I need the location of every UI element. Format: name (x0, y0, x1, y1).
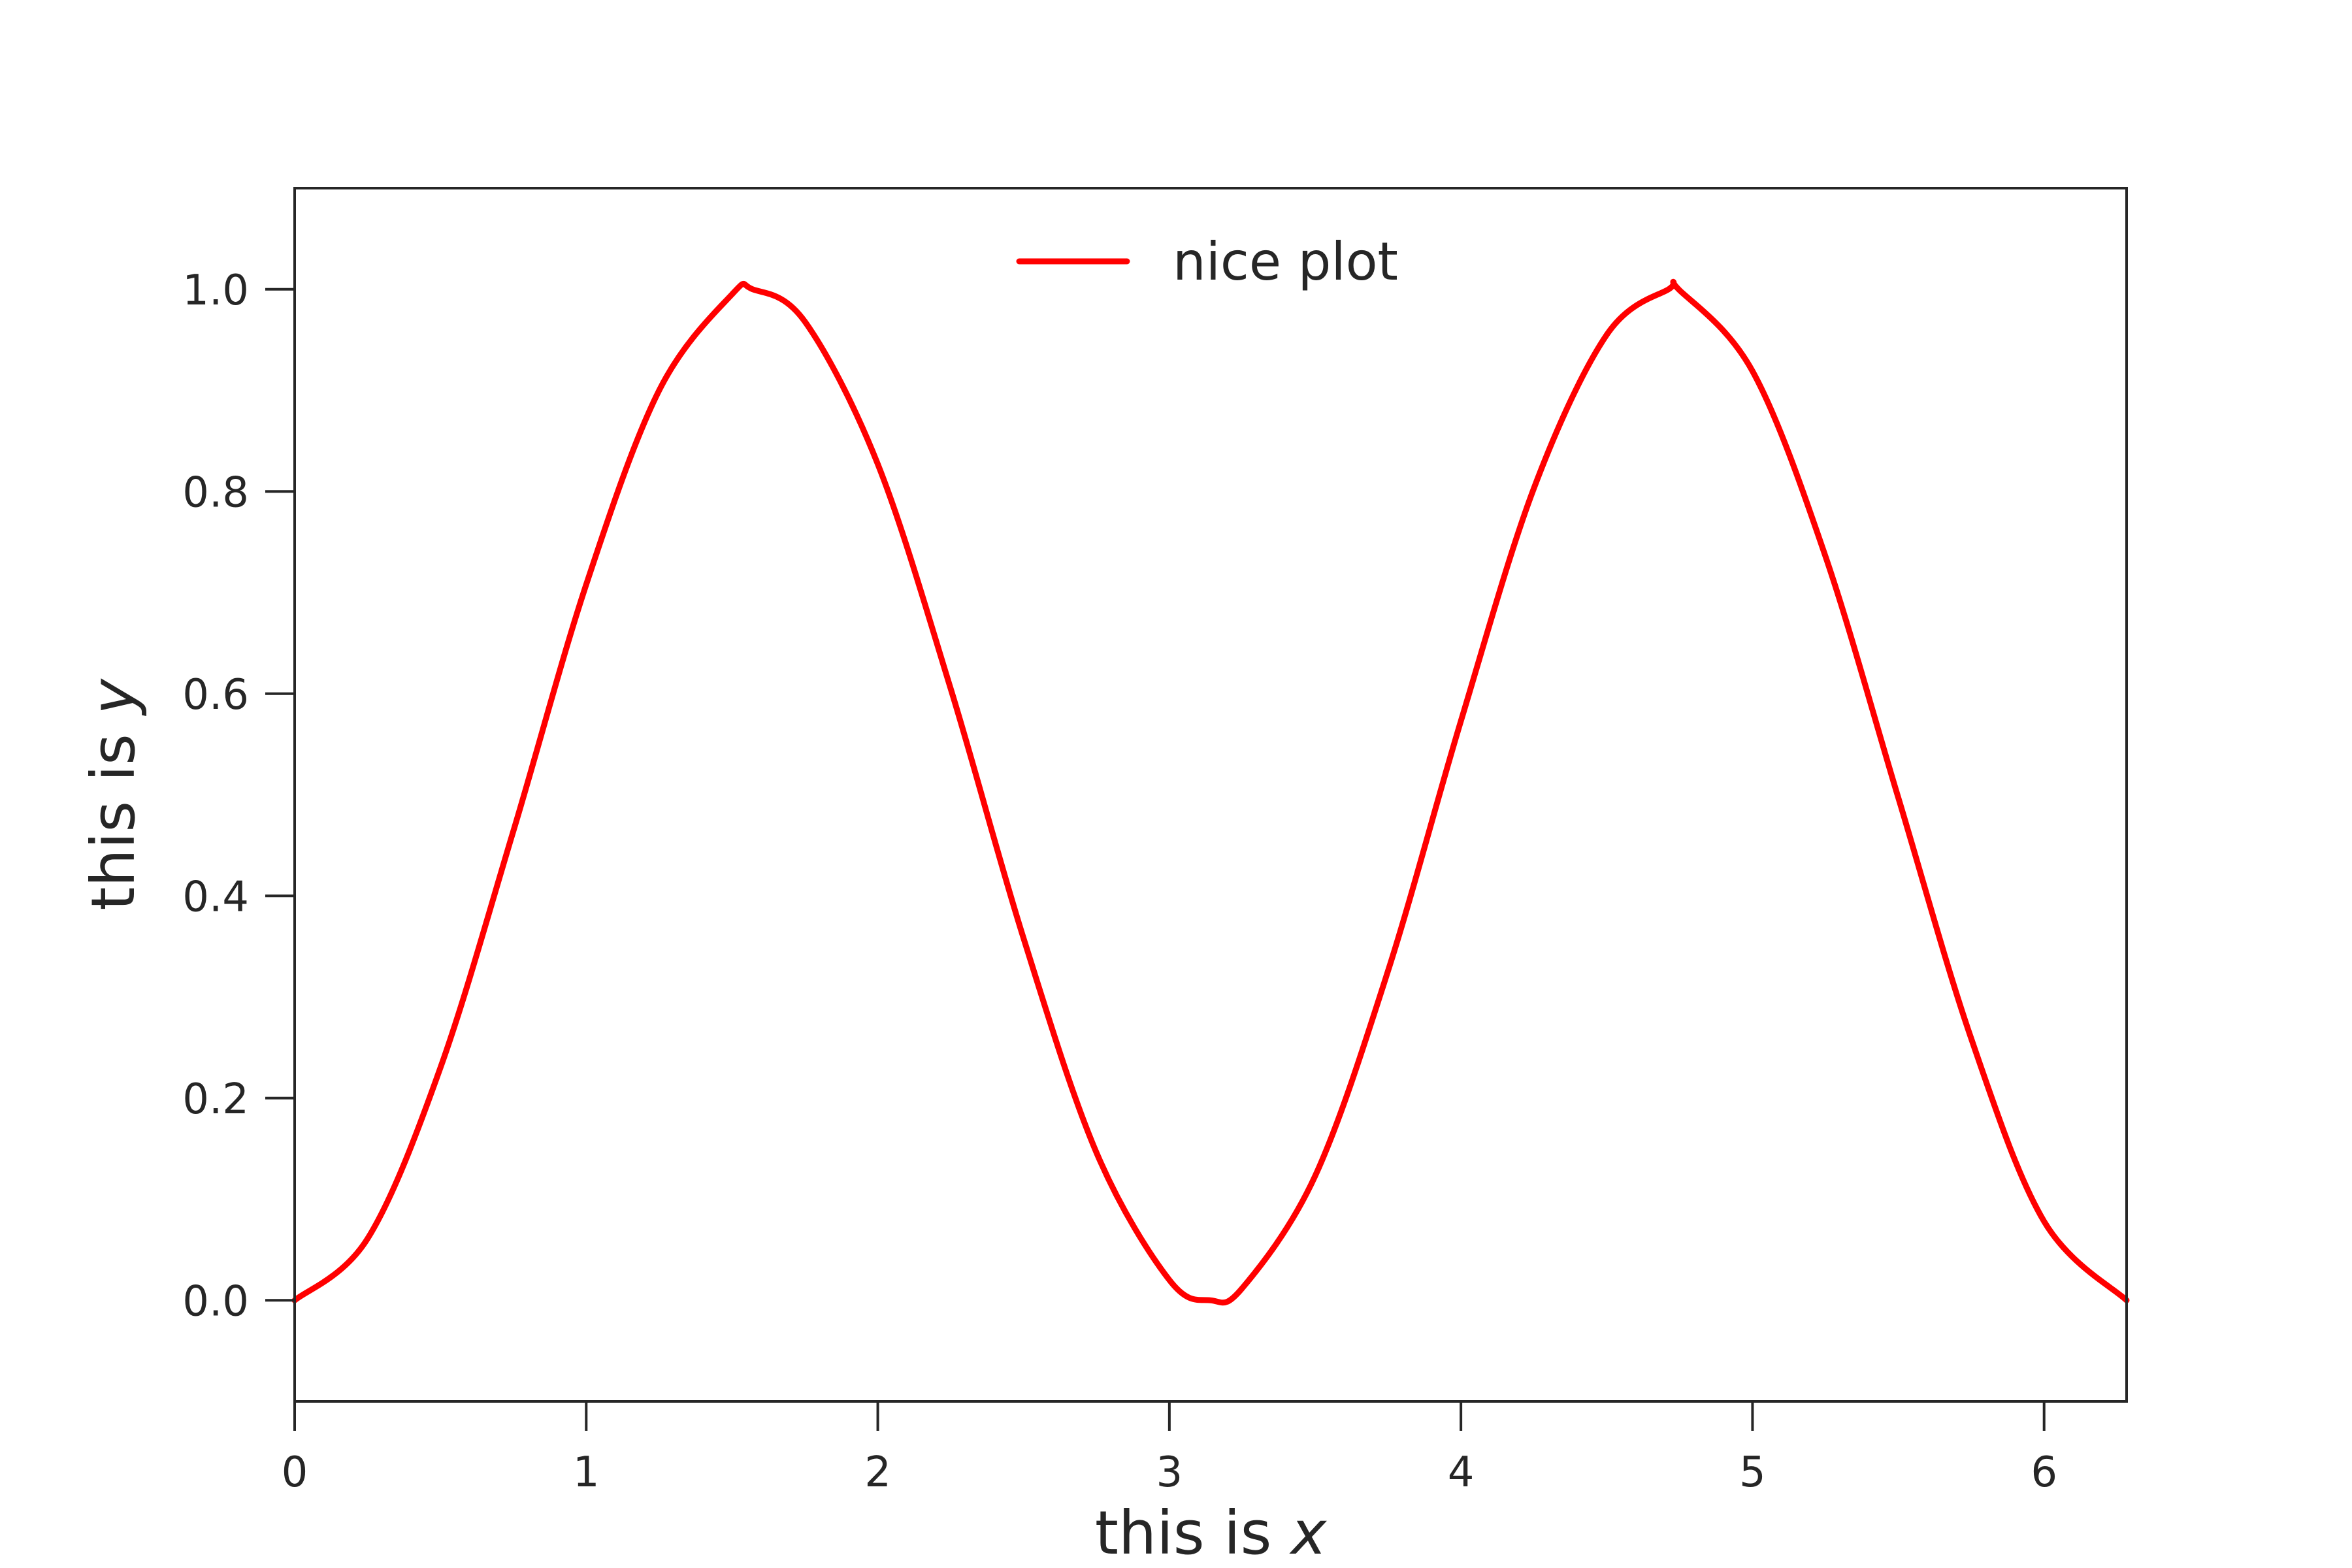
x-tick-label: 2 (864, 1448, 891, 1497)
y-tick-label: 0.6 (182, 671, 249, 719)
x-axis-label: this is x (1095, 1498, 1328, 1568)
x-tick-label: 6 (2031, 1448, 2057, 1497)
plot-frame (293, 187, 2128, 1403)
x-tick-label: 4 (1448, 1448, 1475, 1497)
y-axis-label: this is y (78, 678, 148, 911)
series-line-nice-plot (291, 278, 2130, 1306)
x-tick-label: 5 (1739, 1448, 1766, 1497)
x-tick-label: 3 (1156, 1448, 1183, 1497)
y-axis-label-prefix: this is (78, 715, 148, 911)
legend-label: nice plot (1173, 231, 1398, 292)
x-tick-label: 1 (573, 1448, 600, 1497)
y-tick-label: 0.4 (182, 873, 249, 921)
x-axis: 0 1 2 3 4 5 6 (282, 1401, 2057, 1497)
y-tick-label: 1.0 (182, 267, 249, 315)
y-axis-label-var: y (78, 678, 148, 717)
plot-area (291, 187, 2130, 1403)
y-tick-label: 0.0 (182, 1277, 249, 1326)
y-axis: 0.0 0.2 0.4 0.6 0.8 1.0 (182, 267, 295, 1326)
y-tick-label: 0.2 (182, 1075, 249, 1124)
x-tick-label: 0 (282, 1448, 308, 1497)
y-tick-label: 0.8 (182, 468, 249, 517)
x-axis-label-var: x (1289, 1498, 1328, 1568)
legend: nice plot (1016, 231, 1398, 292)
x-axis-label-prefix: this is (1095, 1498, 1291, 1568)
